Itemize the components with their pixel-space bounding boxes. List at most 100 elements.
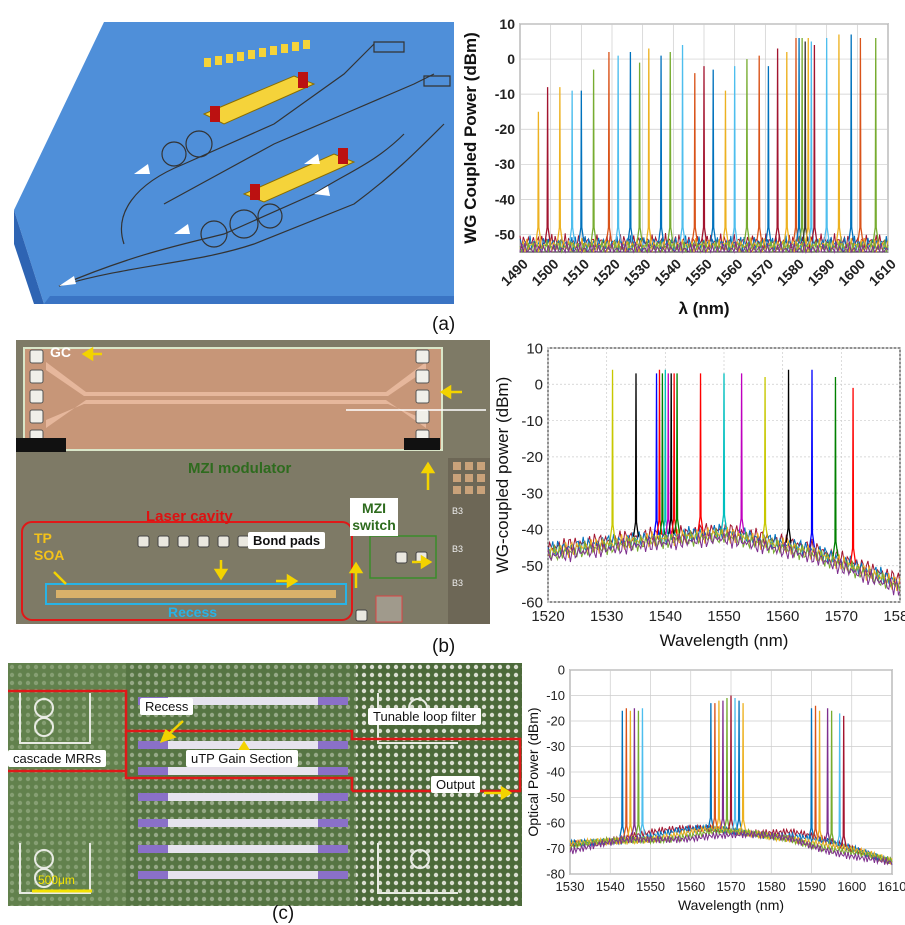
c1-ytick-label: -30 bbox=[521, 485, 543, 502]
c0-peak-8 bbox=[627, 52, 634, 242]
c2-xtick-label: 1590 bbox=[797, 879, 826, 894]
c2-noise-floor-4 bbox=[569, 829, 893, 866]
label-pad-b3-1: B3 bbox=[452, 506, 464, 516]
c0-xtick-label: 1590 bbox=[804, 255, 837, 288]
c1-peak-16 bbox=[832, 377, 839, 557]
c1-peak-0 bbox=[609, 369, 616, 540]
c2-x-axis-label: Wavelength (nm) bbox=[678, 897, 784, 913]
c0-peak-16 bbox=[710, 69, 717, 242]
plot-b: 1520 1530 1540 1550 1560 1570 1580 10 0 -10 -20 -30… bbox=[492, 338, 905, 650]
c0-peak-21 bbox=[765, 66, 772, 242]
c0-ytick-label: -10 bbox=[495, 86, 515, 102]
c2-ytick-label: -10 bbox=[546, 688, 565, 703]
c0-peak-27 bbox=[802, 41, 809, 242]
c0-peak-6 bbox=[605, 52, 612, 242]
chart-b-svg: 1520 1530 1540 1550 1560 1570 1580 10 0 -10 -20 -30… bbox=[493, 340, 905, 650]
c0-peak-9 bbox=[636, 62, 643, 242]
c2-ytick-label: -40 bbox=[546, 765, 565, 780]
label-pad-b3-2: B3 bbox=[452, 544, 464, 554]
c0-peak-10 bbox=[645, 48, 652, 242]
c2-peak-7 bbox=[711, 703, 718, 829]
c2-xtick-label: 1610 bbox=[878, 879, 905, 894]
c1-peak-17 bbox=[850, 387, 857, 563]
c1-peak-1 bbox=[632, 373, 640, 537]
chip-micrograph-c: Recess Tunable loop filter cascade MRRs … bbox=[8, 663, 522, 906]
c0-peak-33 bbox=[848, 34, 855, 242]
c1-xtick-label: 1540 bbox=[649, 608, 682, 625]
c1-peak-14 bbox=[785, 369, 792, 543]
label-utp-gain-section: uTP Gain Section bbox=[186, 750, 298, 767]
c1-ytick-label: -60 bbox=[521, 594, 543, 611]
c2-peak-19 bbox=[828, 710, 835, 844]
c1-ytick-label: -10 bbox=[521, 413, 543, 430]
c1-ytick-label: -50 bbox=[521, 558, 543, 575]
label-recess-c: Recess bbox=[140, 698, 194, 715]
c2-xtick-label: 1580 bbox=[757, 879, 786, 894]
c2-peak-8 bbox=[715, 700, 722, 829]
c0-ytick-label: -30 bbox=[495, 156, 515, 172]
c0-peak-26 bbox=[799, 38, 806, 242]
c1-ytick-label: 0 bbox=[535, 377, 543, 394]
c0-peak-1 bbox=[544, 87, 551, 242]
c2-peak-5 bbox=[639, 708, 646, 835]
c1-peak-7 bbox=[668, 373, 675, 534]
c1-peak-12 bbox=[738, 373, 745, 534]
c2-ytick-label: -30 bbox=[546, 739, 565, 754]
label-mzi-switch: MZI switch bbox=[350, 498, 398, 536]
c0-peak-13 bbox=[679, 45, 686, 242]
panel-label-b: (b) bbox=[432, 636, 456, 657]
c2-peak-2 bbox=[627, 710, 634, 836]
c2-xtick-label: 1530 bbox=[556, 879, 585, 894]
c2-peak-11 bbox=[727, 695, 735, 830]
c2-ytick-label: -50 bbox=[546, 790, 565, 805]
label-scale-bar: 500μm bbox=[38, 873, 75, 887]
c0-peak-12 bbox=[667, 52, 674, 242]
c1-xtick-label: 1520 bbox=[531, 608, 564, 625]
c0-peak-34 bbox=[857, 38, 864, 242]
c2-xtick-label: 1540 bbox=[596, 879, 625, 894]
c0-peak-31 bbox=[823, 38, 830, 242]
c1-peak-13 bbox=[762, 377, 769, 538]
c0-xtick-label: 1570 bbox=[743, 255, 776, 288]
c1-peak-6 bbox=[665, 373, 672, 535]
c0-xtick-label: 1530 bbox=[620, 255, 653, 288]
c2-peak-4 bbox=[635, 710, 642, 836]
c0-peak-29 bbox=[808, 41, 815, 242]
c0-xtick-label: 1500 bbox=[528, 255, 561, 288]
c0-xtick-label: 1600 bbox=[835, 255, 868, 288]
c0-x-axis-label: λ (nm) bbox=[679, 299, 730, 318]
label-recess-b: Recess bbox=[168, 604, 218, 620]
label-pad-b3-3: B3 bbox=[452, 578, 464, 588]
chart-c-svg: 1530 1540 1550 1560 1570 1580 1590 1600 1610 0 -10… bbox=[525, 663, 905, 913]
c2-peak-16 bbox=[812, 705, 819, 840]
c0-peak-0 bbox=[535, 111, 542, 242]
c0-xtick-label: 1550 bbox=[682, 255, 715, 288]
c2-peak-21 bbox=[840, 715, 847, 847]
c1-peak-3 bbox=[656, 369, 663, 535]
c0-peak-15 bbox=[700, 66, 708, 242]
c0-peak-35 bbox=[872, 38, 879, 242]
c2-peak-18 bbox=[824, 708, 831, 843]
c2-peak-13 bbox=[736, 700, 743, 831]
c0-peak-14 bbox=[691, 73, 698, 242]
label-mzi-modulator: MZI modulator bbox=[188, 460, 292, 477]
c0-xtick-label: 1510 bbox=[559, 255, 592, 288]
c0-ytick-label: -40 bbox=[495, 191, 515, 207]
c0-peak-25 bbox=[796, 38, 803, 242]
c0-peak-18 bbox=[731, 66, 738, 242]
c0-peak-19 bbox=[743, 59, 750, 242]
label-bond-pads: Bond pads bbox=[248, 532, 326, 549]
c2-peak-20 bbox=[836, 713, 843, 846]
c2-peak-3 bbox=[631, 708, 638, 836]
panel-label-c: (c) bbox=[272, 903, 295, 924]
c2-xtick-label: 1550 bbox=[636, 879, 665, 894]
c0-ytick-label: 0 bbox=[507, 51, 515, 67]
c1-peak-15 bbox=[808, 369, 816, 548]
c0-ytick-label: -20 bbox=[495, 121, 515, 137]
label-cascade-mrrs: cascade MRRs bbox=[8, 750, 107, 767]
c2-xtick-label: 1570 bbox=[717, 879, 746, 894]
c2-peak-0 bbox=[619, 710, 626, 837]
c2-peak-14 bbox=[740, 703, 747, 831]
c1-xtick-label: 1550 bbox=[707, 608, 740, 625]
c2-ytick-label: -70 bbox=[546, 841, 565, 856]
